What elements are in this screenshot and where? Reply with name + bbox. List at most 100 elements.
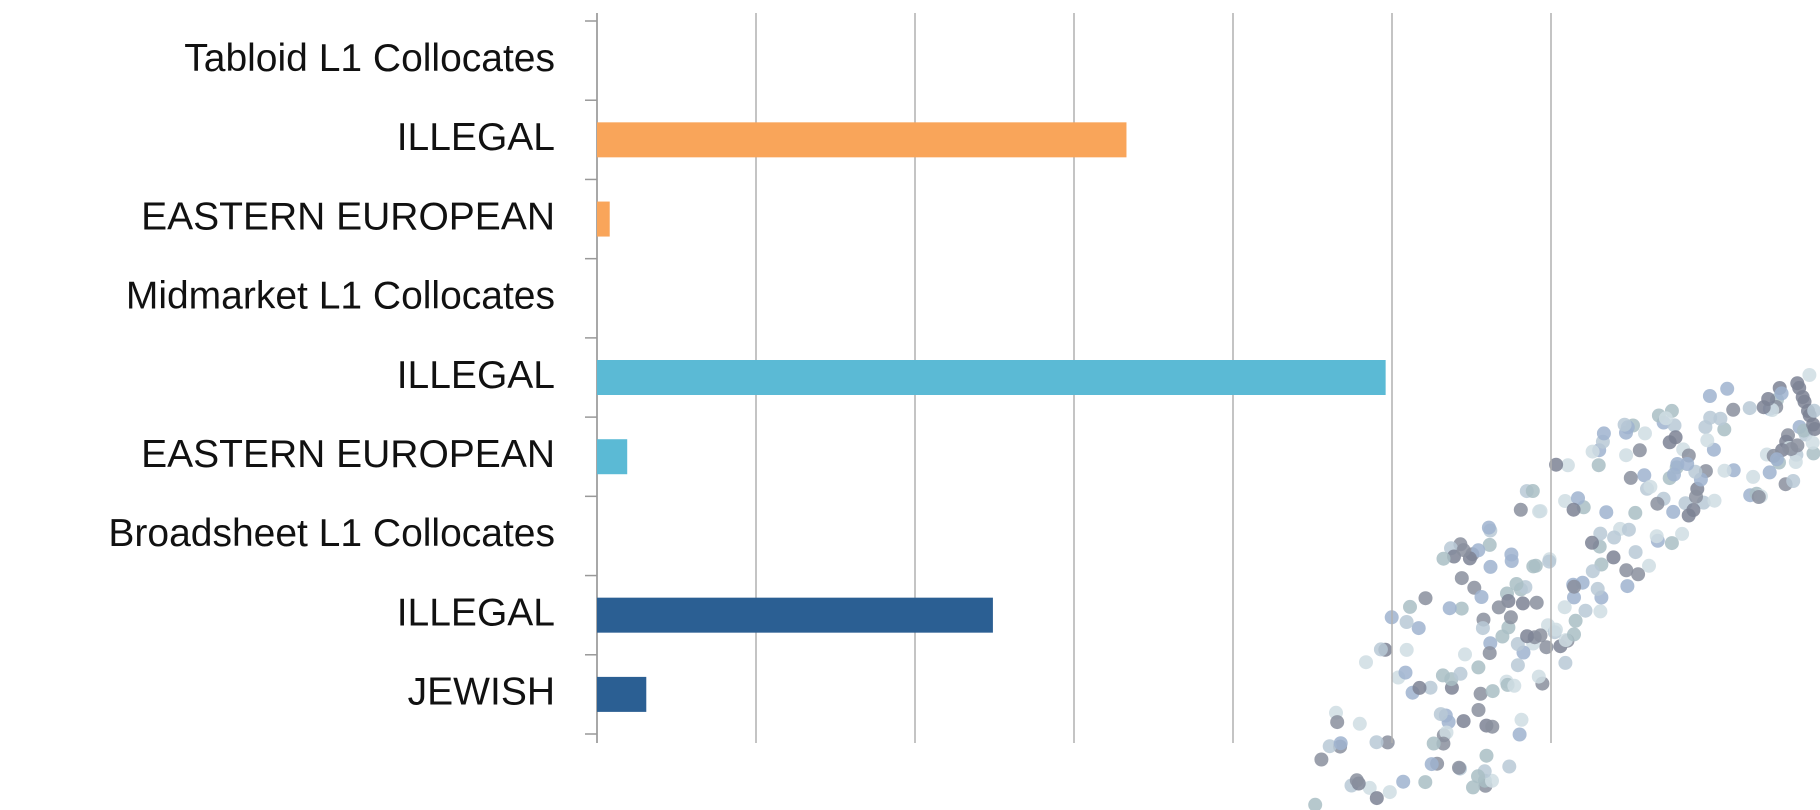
decor-dot bbox=[1622, 523, 1636, 537]
decor-dot bbox=[1526, 484, 1540, 498]
decor-dot bbox=[1633, 443, 1647, 457]
decor-dot bbox=[1396, 775, 1410, 789]
decor-dot bbox=[1607, 550, 1621, 564]
decor-dot bbox=[1680, 457, 1694, 471]
decor-dot bbox=[1689, 490, 1703, 504]
decor-dot bbox=[1425, 757, 1439, 771]
decor-dot bbox=[1482, 521, 1496, 535]
decor-dot bbox=[1586, 564, 1600, 578]
decor-dot bbox=[1480, 749, 1494, 763]
decor-dot bbox=[1529, 559, 1543, 573]
decor-dot bbox=[1314, 753, 1328, 767]
decor-dot bbox=[1457, 543, 1471, 557]
decor-dot bbox=[1455, 571, 1469, 585]
decor-dot bbox=[1437, 552, 1451, 566]
decor-dot bbox=[1558, 656, 1572, 670]
y-tick-label: JEWISH bbox=[408, 671, 555, 714]
y-tick-label: Midmarket L1 Collocates bbox=[126, 275, 555, 318]
decor-dot bbox=[1427, 737, 1441, 751]
decor-dot bbox=[1511, 658, 1525, 672]
decor-dot bbox=[1789, 455, 1803, 469]
decor-dot bbox=[1618, 418, 1632, 432]
decor-dot bbox=[1650, 529, 1664, 543]
decor-dot bbox=[1418, 775, 1432, 789]
decor-dot bbox=[1475, 590, 1489, 604]
decor-dot bbox=[1763, 465, 1777, 479]
decor-dot bbox=[1663, 435, 1677, 449]
decor-dot bbox=[1474, 687, 1488, 701]
decor-dot bbox=[1579, 604, 1593, 618]
decor-dot bbox=[1786, 474, 1800, 488]
decor-dot bbox=[1592, 458, 1606, 472]
decor-dot bbox=[1790, 376, 1804, 390]
bar bbox=[597, 677, 646, 712]
decor-dot bbox=[1472, 703, 1486, 717]
decor-dot bbox=[1624, 471, 1638, 485]
decor-dot bbox=[1770, 452, 1784, 466]
decor-dot bbox=[1454, 667, 1468, 681]
decor-dot bbox=[1413, 681, 1427, 695]
decor-dot bbox=[1514, 503, 1528, 517]
decor-dot bbox=[1806, 436, 1820, 450]
decor-dot bbox=[1752, 490, 1766, 504]
decor-dot bbox=[1703, 389, 1717, 403]
y-tick-label: EASTERN EUROPEAN bbox=[141, 433, 555, 476]
decor-dot bbox=[1591, 582, 1605, 596]
decor-dot bbox=[1726, 403, 1740, 417]
decor-dot bbox=[1400, 643, 1414, 657]
decor-dot bbox=[1516, 596, 1530, 610]
bar bbox=[597, 202, 610, 237]
y-tick-label: ILLEGAL bbox=[397, 116, 555, 159]
decor-dot bbox=[1443, 601, 1457, 615]
decor-dot bbox=[1530, 596, 1544, 610]
decor-dot bbox=[1650, 497, 1664, 511]
decor-dot bbox=[1504, 548, 1518, 562]
decor-dot bbox=[1558, 600, 1572, 614]
decor-dot bbox=[1492, 600, 1506, 614]
chart: Tabloid L1 CollocatesILLEGALEASTERN EURO… bbox=[0, 0, 1820, 810]
y-tick-label: EASTERN EUROPEAN bbox=[141, 195, 555, 238]
decor-dot bbox=[1567, 627, 1581, 641]
decor-dot bbox=[1720, 382, 1734, 396]
decor-dot bbox=[1643, 480, 1657, 494]
decor-dot bbox=[1483, 646, 1497, 660]
decor-dot bbox=[1471, 660, 1485, 674]
decor-dot bbox=[1457, 714, 1471, 728]
decor-dot bbox=[1597, 426, 1611, 440]
decor-dot bbox=[1374, 642, 1388, 656]
decor-dot bbox=[1452, 761, 1466, 775]
decor-dot bbox=[1334, 736, 1348, 750]
decor-dot bbox=[1665, 536, 1679, 550]
decor-dot bbox=[1607, 531, 1621, 545]
decor-dot bbox=[1757, 400, 1771, 414]
decor-dot bbox=[1659, 411, 1673, 425]
decor-dot bbox=[1520, 629, 1534, 643]
decor-dot bbox=[1513, 728, 1527, 742]
decor-dot bbox=[1484, 560, 1498, 574]
decor-dot bbox=[1370, 735, 1384, 749]
decor-dot bbox=[1569, 614, 1583, 628]
decor-dot bbox=[1495, 630, 1509, 644]
decor-dot bbox=[1619, 448, 1633, 462]
decor-dot bbox=[1399, 666, 1413, 680]
decor-dot bbox=[1400, 615, 1414, 629]
decor-dot bbox=[1419, 591, 1433, 605]
decor-dot bbox=[1629, 545, 1643, 559]
decor-dot bbox=[1434, 707, 1448, 721]
bar bbox=[597, 122, 1126, 157]
decor-dot bbox=[1359, 655, 1373, 669]
bar bbox=[597, 598, 993, 633]
bar bbox=[597, 439, 627, 474]
decor-dot bbox=[1593, 604, 1607, 618]
decor-dot bbox=[1599, 505, 1613, 519]
decor-dot bbox=[1353, 717, 1367, 731]
decor-dot bbox=[1534, 628, 1548, 642]
decor-dot bbox=[1586, 445, 1600, 459]
decor-dot bbox=[1534, 504, 1548, 518]
decor-dot bbox=[1743, 401, 1757, 415]
decor-dot bbox=[1682, 509, 1696, 523]
decor-dot bbox=[1308, 798, 1322, 810]
decor-dot bbox=[1458, 647, 1472, 661]
decor-dot bbox=[1510, 577, 1524, 591]
decor-dot bbox=[1485, 720, 1499, 734]
